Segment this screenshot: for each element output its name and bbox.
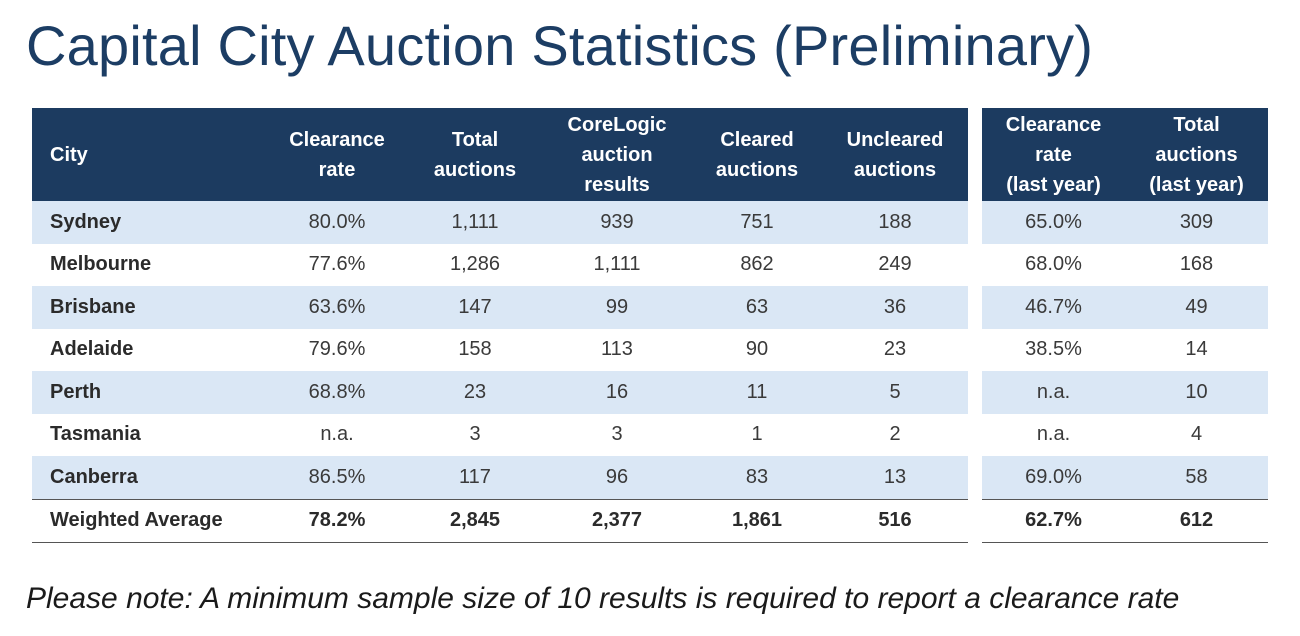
cell-total-auctions-last-year: 168: [1179, 253, 1214, 276]
cell-cleared-auctions: 63: [692, 286, 822, 329]
table-row: Canberra 86.5% 117 96 83 13: [32, 456, 968, 499]
cell-uncleared-auctions: 13: [822, 456, 968, 499]
table-row: Adelaide 79.6% 158 113 90 23: [32, 329, 968, 372]
table-row: n.a. 10: [982, 371, 1268, 414]
cell-corelogic-results: 113: [601, 338, 633, 361]
header-row: Clearance rate (last year) Total auctions (l…: [982, 108, 1268, 201]
table-row: Sydney 80.0% 1,111 939 751 188: [32, 201, 968, 244]
header-corelogic-results: CoreLogic auction results: [542, 108, 692, 201]
cell-clearance-rate: 63.6%: [266, 286, 408, 329]
cell-city: Melbourne: [50, 253, 152, 276]
header-total-auctions-last-year: Total auctions (last year): [1125, 108, 1268, 201]
cell-uncleared-auctions: 36: [822, 286, 968, 329]
cell-total-auctions: 23: [408, 371, 542, 414]
cell-total-auctions-last-year: 309: [1125, 201, 1268, 244]
table-row: Perth 68.8% 23 16 11 5: [32, 371, 968, 414]
cell-cleared-auctions: 90: [745, 338, 769, 361]
header-clearance-rate-last-year: Clearance rate (last year): [982, 108, 1125, 201]
cell-cleared-auctions: 751: [692, 201, 822, 244]
cell-uncleared-auctions: 2: [889, 423, 901, 446]
table-row: Melbourne 77.6% 1,286 1,111 862 249: [32, 244, 968, 287]
table-row: Brisbane 63.6% 147 99 63 36: [32, 286, 968, 329]
cell-corelogic-results: 1,111: [593, 253, 641, 276]
cell-clearance-rate: 77.6%: [308, 253, 366, 276]
cell-total-auctions-last-year: 4: [1190, 423, 1203, 446]
cell-corelogic-results: 3: [611, 423, 623, 446]
cell-corelogic-results: 939: [542, 201, 692, 244]
auction-stats-table: City Clearance rate Total auctions CoreLog…: [32, 108, 968, 543]
cell-uncleared-auctions: 5: [822, 371, 968, 414]
cell-clearance-rate-last-year: 62.7%: [982, 498, 1125, 543]
cell-total-auctions-last-year: 14: [1185, 338, 1208, 361]
cell-clearance-rate: n.a.: [320, 423, 354, 446]
cell-city: Canberra: [32, 456, 266, 499]
cell-clearance-rate: 78.2%: [266, 498, 408, 543]
cell-clearance-rate-last-year: 68.0%: [1025, 253, 1082, 276]
header-total-auctions: Total auctions: [408, 108, 542, 201]
cell-total-auctions-last-year: 612: [1125, 498, 1268, 543]
cell-cleared-auctions: 1,861: [692, 498, 822, 543]
header-clearance-rate: Clearance rate: [266, 108, 408, 201]
header-city: City: [32, 108, 266, 201]
cell-clearance-rate: 79.6%: [308, 338, 366, 361]
footnote: Please note: A minimum sample size of 10…: [26, 582, 1180, 615]
header-uncleared-auctions: Uncleared auctions: [822, 108, 968, 201]
table-row: Tasmania n.a. 3 3 1 2: [32, 414, 968, 457]
cell-clearance-rate-last-year: 38.5%: [1025, 338, 1082, 361]
cell-corelogic-results: 99: [542, 286, 692, 329]
cell-clearance-rate-last-year: 65.0%: [982, 201, 1125, 244]
cell-uncleared-auctions: 516: [822, 498, 968, 543]
cell-city: Sydney: [32, 201, 266, 244]
cell-clearance-rate-last-year: 46.7%: [982, 286, 1125, 329]
cell-total-auctions: 2,845: [408, 498, 542, 543]
cell-corelogic-results: 16: [542, 371, 692, 414]
cell-cleared-auctions: 1: [751, 423, 763, 446]
table-row: 46.7% 49: [982, 286, 1268, 329]
cell-clearance-rate-last-year: n.a.: [982, 371, 1125, 414]
cell-city: Perth: [32, 371, 266, 414]
cell-city: Weighted Average: [32, 498, 266, 543]
cell-clearance-rate-last-year: n.a.: [1036, 423, 1071, 446]
cell-total-auctions: 3: [469, 423, 481, 446]
table-row: 65.0% 309: [982, 201, 1268, 244]
cell-uncleared-auctions: 188: [822, 201, 968, 244]
cell-total-auctions-last-year: 58: [1125, 456, 1268, 499]
cell-cleared-auctions: 83: [692, 456, 822, 499]
page-title: Capital City Auction Statistics (Prelimi…: [26, 14, 1094, 77]
table-row: n.a. 4: [982, 414, 1268, 457]
cell-uncleared-auctions: 249: [878, 253, 912, 276]
cell-total-auctions: 147: [408, 286, 542, 329]
cell-corelogic-results: 2,377: [542, 498, 692, 543]
cell-total-auctions-last-year: 10: [1125, 371, 1268, 414]
last-year-table: Clearance rate (last year) Total auctions (l…: [982, 108, 1268, 543]
header-cleared-auctions: Cleared auctions: [692, 108, 822, 201]
cell-total-auctions: 1,111: [408, 201, 542, 244]
cell-cleared-auctions: 11: [692, 371, 822, 414]
cell-corelogic-results: 96: [542, 456, 692, 499]
table-row: 38.5% 14: [982, 329, 1268, 372]
cell-total-auctions-last-year: 49: [1125, 286, 1268, 329]
cell-clearance-rate-last-year: 69.0%: [982, 456, 1125, 499]
table-row: 69.0% 58: [982, 456, 1268, 499]
cell-total-auctions: 1,286: [449, 253, 501, 276]
cell-uncleared-auctions: 23: [883, 338, 907, 361]
cell-clearance-rate: 80.0%: [266, 201, 408, 244]
cell-clearance-rate: 68.8%: [266, 371, 408, 414]
weighted-average-row: Weighted Average 78.2% 2,845 2,377 1,861…: [32, 498, 968, 543]
cell-city: Tasmania: [50, 423, 141, 446]
cell-cleared-auctions: 862: [740, 253, 774, 276]
weighted-average-row: 62.7% 612: [982, 498, 1268, 543]
cell-total-auctions: 117: [408, 456, 542, 499]
cell-city: Adelaide: [50, 338, 134, 361]
header-row: City Clearance rate Total auctions CoreLog…: [32, 108, 968, 201]
cell-city: Brisbane: [32, 286, 266, 329]
cell-total-auctions: 158: [458, 338, 492, 361]
table-row: 68.0% 168: [982, 244, 1268, 287]
cell-clearance-rate: 86.5%: [266, 456, 408, 499]
